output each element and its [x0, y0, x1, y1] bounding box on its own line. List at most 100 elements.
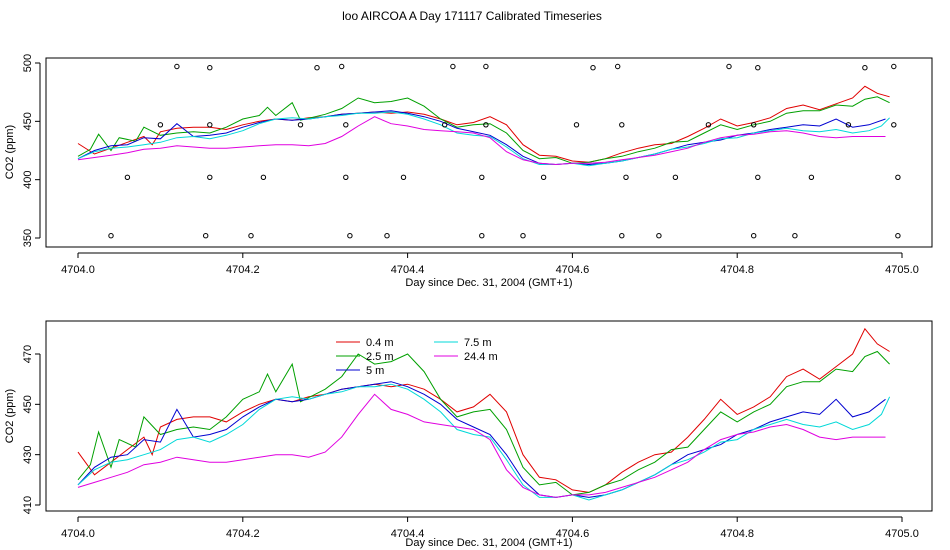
bottom-y-tick-label: 470: [22, 345, 34, 363]
top-flag-point: [343, 122, 349, 128]
top-flag-point: [619, 233, 625, 239]
top-flag-point: [573, 122, 580, 128]
bottom-y-tick-label: 410: [22, 496, 34, 514]
top-flag-point: [483, 63, 489, 70]
top-y-axis-label: CO2 (ppm): [4, 125, 16, 179]
top-y-tick-label: 500: [22, 54, 34, 72]
legend: 0.4 m 2.5 m 5 m 7.5 m 24.4 m: [336, 337, 498, 377]
bottom-y-tick-label: 450: [22, 395, 34, 413]
top-flag-point: [726, 63, 732, 70]
top-x-tick-label: 4704.6: [556, 264, 590, 276]
top-flag-point: [751, 122, 757, 128]
top-x-axis: 4704.0 4704.2 4704.4 4704.6 4704.8 4705.0: [61, 252, 919, 276]
top-x-tick-label: 4704.4: [391, 264, 425, 276]
top-flag-point: [343, 174, 349, 181]
top-flag-point: [297, 122, 304, 128]
top-flag-point: [751, 233, 757, 239]
bottom-x-tick-label: 4704.0: [61, 528, 95, 540]
top-flag-point: [157, 122, 164, 128]
bottom-y-axis: 410 430 450 470: [22, 345, 41, 514]
top-y-tick-label: 350: [22, 229, 34, 247]
top-flag-point: [479, 174, 485, 181]
bottom-x-axis-label: Day since Dec. 31, 2004 (GMT+1): [405, 537, 572, 549]
top-flag-point: [384, 233, 390, 239]
top-flag-point: [845, 122, 852, 128]
bottom-panel: 4704.0 4704.2 4704.4 4704.6 4704.8 4705.0 410…: [4, 320, 933, 549]
bottom-series-7-5-m: [77, 383, 891, 501]
top-flag-point: [442, 122, 448, 128]
legend-label: 0.4 m: [366, 337, 394, 349]
top-flag-point: [203, 233, 209, 239]
top-flag-point: [705, 122, 712, 128]
top-flag-point: [479, 233, 485, 239]
top-flag-point: [108, 233, 114, 239]
top-flag-point: [792, 233, 798, 239]
top-flag-point: [207, 122, 213, 128]
top-x-tick-label: 4704.2: [226, 264, 260, 276]
top-flag-point: [656, 233, 662, 239]
top-flag-point: [895, 233, 901, 239]
top-flag-point: [755, 65, 761, 71]
top-series-2-5-m: [77, 96, 890, 164]
top-x-tick-label: 4704.0: [61, 264, 95, 276]
bottom-x-tick-label: 4704.2: [226, 528, 260, 540]
bottom-y-tick-label: 430: [22, 445, 34, 463]
top-x-axis-label: Day since Dec. 31, 2004 (GMT+1): [405, 277, 572, 289]
bottom-plot-frame: [45, 320, 933, 512]
top-flag-point: [623, 174, 629, 181]
top-x-tick-label: 4705.0: [885, 264, 919, 276]
top-y-axis: 350 400 450 500: [22, 54, 41, 247]
top-flag-point: [862, 65, 868, 71]
bottom-x-axis: 4704.0 4704.2 4704.4 4704.6 4704.8 4705.0: [61, 516, 919, 540]
top-flag-point: [207, 174, 213, 181]
top-flag-point: [339, 63, 345, 70]
top-series-24-4-m: [77, 116, 886, 166]
bottom-x-tick-label: 4704.4: [391, 528, 425, 540]
bottom-x-tick-label: 4705.0: [885, 528, 919, 540]
top-flag-point: [615, 63, 621, 70]
top-series-group: [77, 85, 890, 167]
top-flag-point: [891, 63, 897, 70]
top-flags-group: [108, 63, 901, 239]
top-flag-point: [347, 233, 353, 239]
legend-label: 24.4 m: [464, 351, 498, 363]
top-x-tick-label: 4704.8: [720, 264, 754, 276]
top-flag-point: [808, 174, 815, 181]
bottom-series-24-4-m: [77, 393, 886, 498]
bottom-x-tick-label: 4704.8: [720, 528, 754, 540]
top-flag-point: [520, 233, 526, 239]
top-flag-point: [314, 65, 320, 71]
bottom-y-axis-label: CO2 (ppm): [4, 389, 16, 443]
top-flag-point: [483, 122, 489, 128]
top-flag-point: [450, 63, 456, 70]
bottom-series-group: [77, 327, 891, 501]
top-flag-point: [895, 174, 901, 181]
top-flag-point: [260, 174, 267, 181]
legend-label: 5 m: [366, 365, 384, 377]
top-flag-point: [540, 174, 547, 181]
top-panel: 4704.0 4704.2 4704.4 4704.6 4704.8 4705.0 350…: [4, 54, 933, 289]
top-flag-point: [207, 65, 213, 71]
top-y-tick-label: 400: [22, 170, 34, 188]
legend-label: 7.5 m: [464, 337, 492, 349]
top-flag-point: [400, 174, 407, 181]
top-flag-point: [891, 122, 897, 128]
top-flag-point: [174, 63, 180, 70]
top-flag-point: [672, 174, 679, 181]
top-y-tick-label: 450: [22, 112, 34, 130]
top-series-0-4-m: [77, 85, 890, 163]
bottom-series-5-m: [77, 381, 886, 498]
top-flag-point: [755, 174, 761, 181]
top-flag-point: [124, 174, 131, 181]
bottom-x-tick-label: 4704.6: [556, 528, 590, 540]
top-flag-point: [619, 122, 625, 128]
top-flag-point: [248, 233, 254, 239]
legend-label: 2.5 m: [366, 351, 394, 363]
figure-title: loo AIRCOA A Day 171117 Calibrated Times…: [342, 9, 602, 23]
bottom-series-0-4-m: [77, 327, 890, 493]
bottom-series-2-5-m: [77, 350, 890, 496]
top-series-7-5-m: [77, 111, 890, 167]
top-plot-frame: [45, 57, 933, 248]
